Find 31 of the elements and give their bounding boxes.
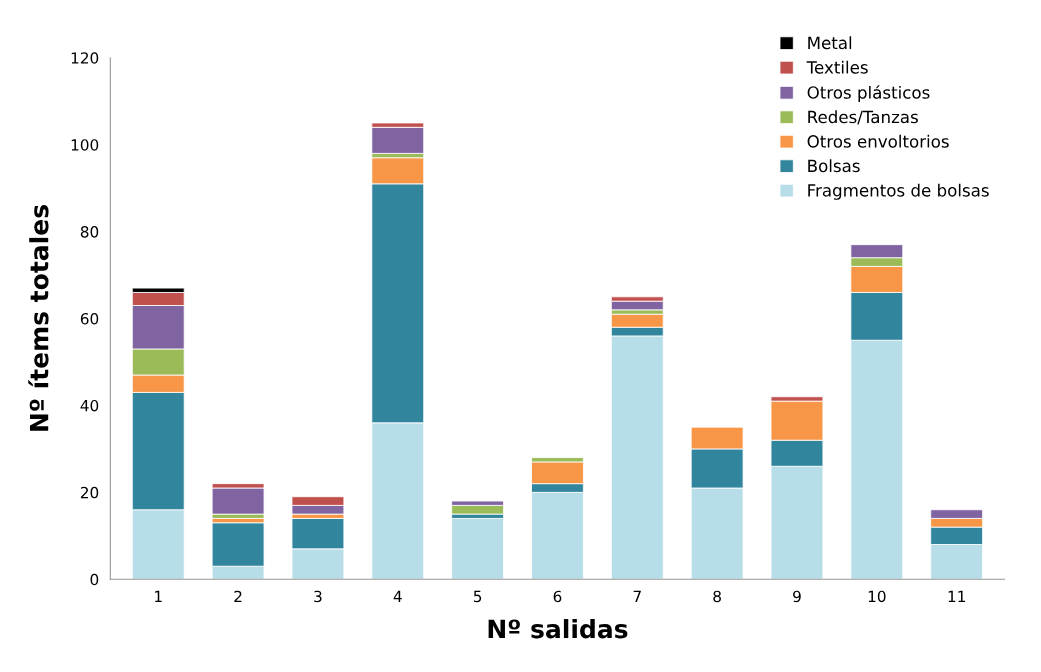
legend-label: Bolsas (808, 159, 860, 173)
y-tick-label: 20 (80, 486, 99, 499)
legend-label: Otros plásticos (807, 85, 930, 103)
x-tick-label: 4 (393, 590, 402, 602)
x-tick-label: 5 (473, 590, 482, 603)
y-tick-label: 120 (71, 52, 99, 64)
y-tick-label: 60 (80, 312, 99, 325)
x-tick-label: 2 (234, 590, 242, 602)
x-axis-title: Nº salidas (488, 619, 628, 639)
x-tick-label: 11 (948, 590, 965, 602)
x-tick-label: 6 (553, 590, 562, 603)
bar (371, 126, 425, 154)
legend-label: Otros envoltorios (807, 134, 949, 148)
y-tick-label: 40 (80, 399, 99, 412)
x-tick-label: 1 (155, 590, 162, 602)
y-tick-label: 80 (80, 226, 99, 238)
x-tick-label: 7 (633, 590, 641, 602)
bar (211, 487, 265, 515)
x-tick-label: 9 (793, 590, 801, 603)
legend-label: Textiles (806, 60, 868, 74)
legend-label: Redes/Tanzas (808, 110, 918, 125)
y-tick-label: 0 (90, 573, 99, 586)
legend-label: Metal (808, 36, 852, 50)
x-tick-label: 10 (868, 590, 886, 603)
bar (451, 518, 504, 580)
legend-label: Fragmentos de bolsas (808, 183, 989, 200)
bar (451, 504, 504, 515)
x-tick-label: 8 (713, 590, 721, 603)
y-tick-label: 100 (71, 139, 99, 151)
y-axis-title: Nº ítems totales (28, 205, 49, 431)
x-tick-label: 3 (314, 590, 322, 603)
